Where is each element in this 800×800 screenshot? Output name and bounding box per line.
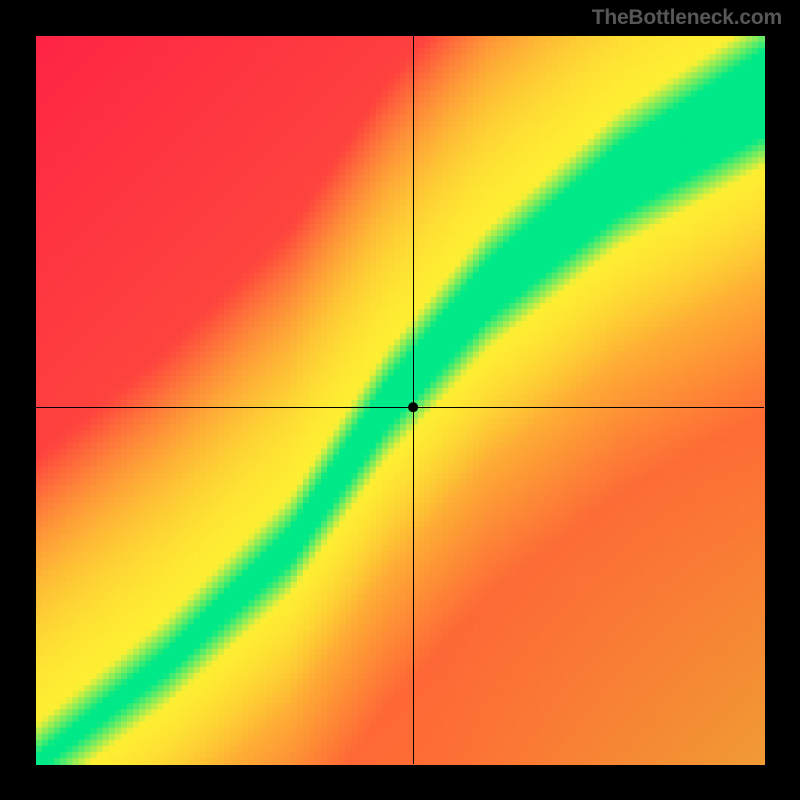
watermark-text: TheBottleneck.com bbox=[592, 6, 782, 30]
root-container: { "watermark": { "text": "TheBottleneck.… bbox=[0, 0, 800, 800]
crosshair-overlay bbox=[0, 0, 800, 800]
